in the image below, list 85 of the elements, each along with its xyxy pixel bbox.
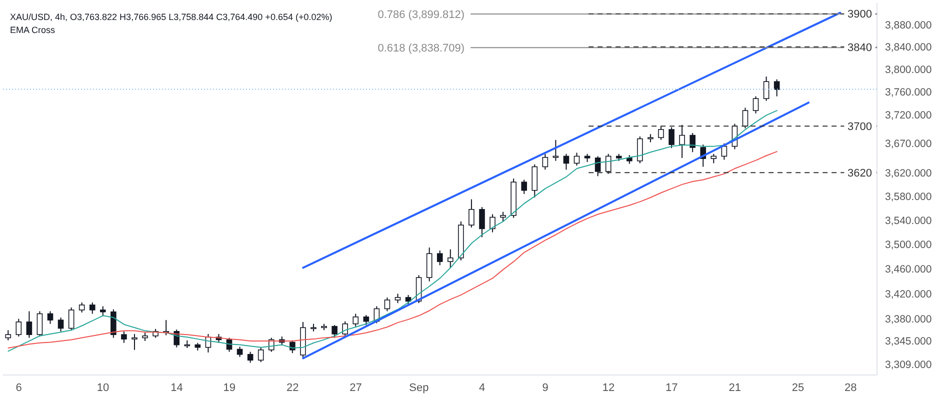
candlestick	[384, 296, 390, 312]
y-tick-label: 3,345.000	[885, 336, 932, 348]
candlestick	[710, 153, 717, 164]
x-tick-label: 27	[350, 382, 362, 394]
candlestick	[552, 139, 559, 162]
candlestick	[594, 156, 601, 177]
y-tick-label: 3,380.000	[885, 314, 932, 326]
candlestick	[479, 206, 485, 238]
candlestick	[742, 107, 748, 129]
candlestick	[679, 124, 685, 158]
y-tick-label: 3,760.000	[885, 86, 932, 99]
candlestick	[121, 330, 127, 344]
text: XAU/USD, 4h, O3,763.822 H3,766.965 L3,758.844 C3,764.490 +0.654 (+0.02%)	[10, 11, 332, 24]
candlestick	[521, 179, 528, 194]
x-tick-label: 21	[728, 382, 741, 394]
x-tick-label: 25	[792, 382, 804, 394]
candlestick	[236, 346, 243, 358]
candlestick	[89, 302, 96, 314]
candlestick	[394, 293, 401, 304]
candlestick	[436, 250, 443, 266]
candlestick	[490, 214, 496, 233]
y-tick-label: 3,840.000	[885, 42, 932, 54]
candlestick	[332, 324, 338, 338]
y-tick-label: 3,670.000	[885, 138, 932, 150]
candlestick	[752, 96, 759, 114]
candlestick	[342, 320, 348, 338]
x-tick-label: 28	[844, 382, 857, 394]
x-tick-label: 19	[223, 382, 236, 394]
candlestick	[774, 78, 780, 97]
candlestick	[47, 310, 54, 324]
candlestick	[690, 132, 696, 153]
y-tick-label: 3,540.000	[885, 214, 932, 227]
ref-line-label: 0.618 (3,838.709)	[378, 42, 465, 54]
ref-line-label: 3840	[848, 42, 872, 54]
x-tick-label: 12	[602, 382, 615, 394]
candlestick	[542, 153, 548, 170]
ref-line-label: 3620	[848, 167, 872, 180]
candlestick	[448, 248, 454, 268]
y-tick-label: 3,800.000	[885, 64, 932, 76]
y-tick-label: 3,620.000	[885, 167, 932, 180]
candlestick	[78, 302, 85, 313]
candlestick	[258, 346, 264, 363]
candlestick	[58, 317, 64, 332]
x-tick-label: 17	[666, 382, 678, 394]
y-tick-label: 3,460.000	[885, 264, 932, 276]
ref-line-label: 0.786 (3,899.812)	[378, 8, 465, 21]
y-tick-label: 3,720.000	[885, 109, 932, 122]
candlestick	[668, 126, 674, 149]
candlestick	[574, 152, 580, 166]
candlestick	[363, 314, 370, 326]
x-tick-label: Sep	[409, 382, 429, 394]
x-tick-label: 4	[479, 382, 486, 394]
text: EMA Cross	[10, 24, 56, 37]
x-tick-label: 6	[16, 382, 22, 394]
candlestick	[468, 198, 474, 228]
candlestick	[5, 330, 12, 341]
y-tick-label: 3,580.000	[885, 191, 932, 204]
y-tick-label: 3,500.000	[885, 239, 932, 252]
candlestick	[100, 306, 106, 317]
y-tick-label: 3,309.000	[885, 358, 932, 371]
y-tick-label: 3,420.000	[885, 288, 932, 300]
candlestick	[500, 211, 506, 222]
candlestick	[36, 310, 43, 338]
candlestick	[132, 333, 138, 350]
x-tick-label: 10	[96, 382, 110, 394]
x-tick-label: 22	[286, 382, 299, 394]
line-series	[8, 110, 778, 352]
candlestick	[532, 164, 538, 198]
candlestick	[16, 318, 22, 338]
candlestick	[247, 351, 254, 364]
x-tick-label: 9	[542, 382, 548, 394]
x-tick-label: 14	[170, 382, 183, 394]
candlestick	[637, 136, 643, 164]
candlestick	[563, 153, 570, 170]
candlestick	[352, 313, 359, 327]
candlestick	[658, 126, 664, 140]
candlestick	[290, 340, 296, 354]
ref-line-label: 3900	[848, 8, 872, 21]
candlestick	[763, 76, 770, 102]
y-tick-label: 3,880.000	[885, 20, 932, 32]
candlestick	[426, 247, 432, 282]
candlestick	[68, 306, 74, 331]
candlestick	[110, 308, 116, 338]
candlestick	[26, 310, 32, 338]
ref-line-label: 3700	[848, 120, 872, 133]
